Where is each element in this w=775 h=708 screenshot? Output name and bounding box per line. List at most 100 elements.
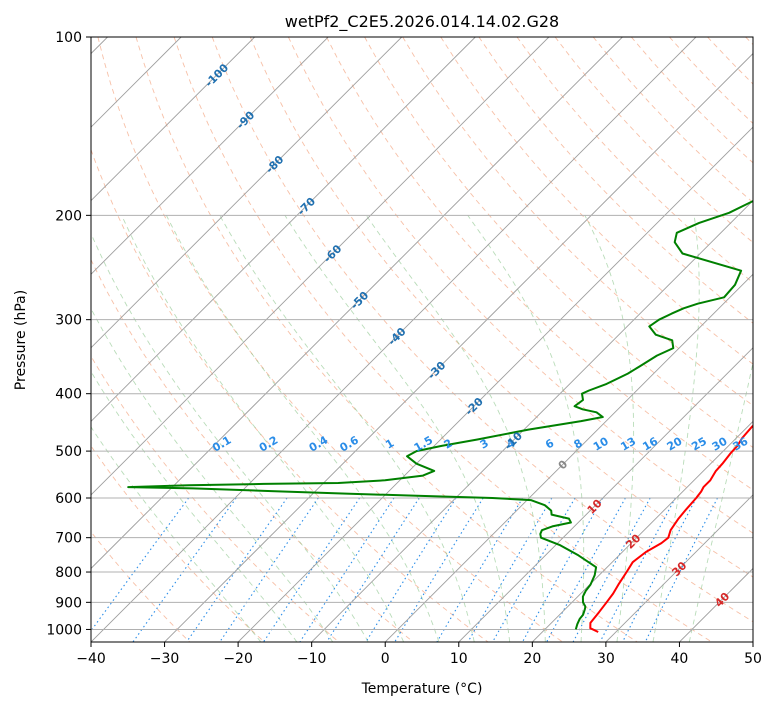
y-tick-label: 200 — [55, 208, 82, 224]
mixing-ratio-line — [299, 497, 395, 642]
dry-adiabat — [402, 37, 753, 407]
background-lines — [91, 37, 753, 642]
y-tick-label: 700 — [55, 531, 82, 547]
isotherm-label: -100 — [203, 61, 232, 90]
dry-adiabat — [135, 37, 638, 642]
dry-adiabat — [669, 37, 753, 125]
isotherm-label: -50 — [348, 289, 371, 312]
mixing-ratio-line — [644, 497, 718, 642]
dry-adiabat — [554, 37, 753, 244]
isotherm — [752, 641, 753, 642]
y-axis: 100 200 300 400 500 600 700 800 900 1000 — [46, 30, 91, 638]
mixing-ratio-line — [365, 497, 457, 642]
line-labels: 0.1 0.2 0.4 0.6 1 1.5 2 3 4 6 8 10 13 16 20 25 30 36-100-… — [203, 61, 751, 610]
mixing-ratio-line — [572, 497, 651, 642]
y-tick-label: 300 — [55, 313, 82, 329]
dewpoint-profile — [127, 199, 753, 630]
y-tick-label: 900 — [55, 595, 82, 611]
isotherm — [91, 37, 255, 202]
y-tick-label: 1000 — [46, 622, 82, 638]
mixing-ratio-label: 1 — [383, 437, 396, 452]
y-tick-label: 500 — [55, 444, 82, 460]
dry-adiabat — [707, 37, 753, 85]
mixing-ratio-line — [492, 497, 576, 642]
moist-adiabat — [91, 307, 334, 642]
dry-adiabat — [287, 37, 753, 534]
y-tick-label: 800 — [55, 565, 82, 581]
x-tick-label: 50 — [744, 651, 762, 667]
isotherm — [91, 37, 550, 496]
isotherm — [311, 200, 753, 642]
dry-adiabat — [592, 37, 753, 204]
moist-adiabat — [165, 215, 440, 642]
dry-adiabat — [91, 148, 489, 642]
chart-title: wetPf2_C2E5.2026.014.14.02.G28 — [285, 12, 559, 32]
isotherm — [91, 37, 697, 642]
plot-frame — [90, 36, 754, 643]
isotherm-label: 30 — [669, 559, 689, 579]
dry-adiabat — [745, 37, 753, 46]
x-tick-label: 40 — [671, 651, 689, 667]
mixing-ratio-label: 6 — [543, 436, 556, 451]
y-tick-label: 400 — [55, 387, 82, 403]
moist-adiabat — [584, 215, 635, 642]
isotherm — [237, 126, 753, 642]
moist-adiabat — [365, 215, 546, 642]
x-axis-label: Temperature (°C) — [361, 681, 483, 697]
mixing-ratio-line — [219, 497, 319, 642]
y-tick-label: 100 — [55, 30, 82, 46]
isotherm-label: -70 — [295, 195, 318, 218]
mixing-ratio-line — [132, 497, 237, 642]
mixing-ratio-label: 3 — [478, 437, 491, 452]
dry-adiabat — [91, 258, 414, 642]
isotherm-label: 10 — [585, 497, 605, 517]
x-axis: −40 −30 −20 −10 0 10 20 30 40 50 — [76, 642, 762, 667]
isotherm — [679, 567, 753, 642]
isotherm — [384, 273, 753, 642]
mixing-ratio-line — [186, 497, 288, 642]
dry-adiabat — [440, 37, 753, 365]
isotherm-label: -80 — [263, 153, 286, 176]
isotherm — [458, 347, 753, 642]
dry-adiabat — [249, 37, 753, 578]
moist-adiabat — [467, 215, 585, 642]
isotherm — [605, 494, 753, 642]
isotherm-label: 0 — [556, 457, 571, 472]
isotherm-label: -20 — [463, 395, 486, 418]
x-tick-label: 10 — [450, 651, 468, 667]
mixing-ratio-line — [522, 497, 604, 642]
isotherm — [91, 37, 623, 570]
moist-adiabat — [91, 370, 298, 642]
moist-adiabat — [91, 426, 262, 642]
mixing-ratio-line — [394, 497, 484, 642]
dry-adiabat — [364, 37, 753, 448]
dry-adiabat — [91, 445, 265, 642]
x-tick-label: −30 — [150, 651, 180, 667]
mixing-ratio-line — [622, 497, 697, 642]
moist-adiabat — [688, 360, 753, 642]
moist-adiabat — [219, 215, 475, 642]
isotherm — [532, 420, 753, 642]
mixing-ratio-line — [263, 497, 361, 642]
x-tick-label: −40 — [76, 651, 106, 667]
profile-lines — [127, 199, 753, 633]
isotherm — [164, 52, 753, 642]
isotherm — [91, 37, 403, 349]
mixing-ratio-line — [326, 497, 420, 642]
isotherm — [91, 37, 329, 275]
moist-adiabat — [121, 215, 405, 642]
isotherm-label: -90 — [234, 108, 257, 131]
dry-adiabat — [97, 37, 563, 642]
dry-adiabat — [91, 355, 340, 642]
isotherm-label: -10 — [502, 429, 525, 452]
mixing-ratio-line — [436, 497, 524, 642]
x-tick-label: −10 — [297, 651, 327, 667]
x-tick-label: 30 — [597, 651, 615, 667]
dry-adiabat — [211, 37, 753, 623]
moist-adiabat — [652, 215, 700, 642]
isotherm-label: -30 — [425, 359, 448, 382]
moist-adiabat — [284, 215, 511, 642]
mixing-ratio-line — [467, 497, 553, 642]
